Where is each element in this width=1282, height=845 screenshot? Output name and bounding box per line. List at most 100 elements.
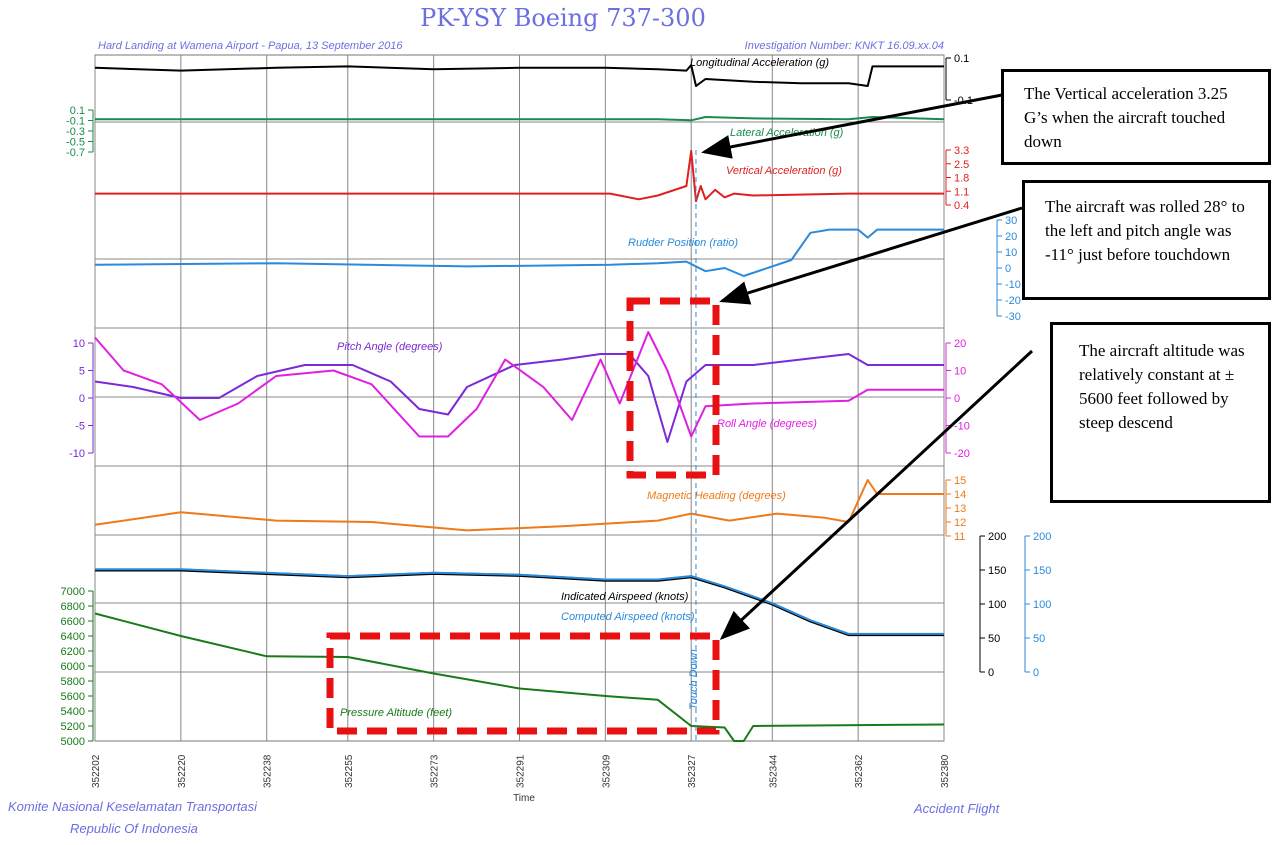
x-tick-label: 352273 xyxy=(430,754,441,788)
altitude-tick-label: 5000 xyxy=(61,736,85,748)
altitude-tick-label: 6800 xyxy=(61,601,85,613)
altitude-callout-arrow xyxy=(719,349,1034,641)
x-axis-ticks: 352202 352220 352238 352255 352273 352291 3523… xyxy=(91,754,951,788)
vertical-tick-label: 1.1 xyxy=(954,186,969,198)
altitude-tick-label: 5600 xyxy=(61,691,85,703)
altitude-series-label: Pressure Altitude (feet) xyxy=(340,707,452,719)
lateral-tick-label: -0.5 xyxy=(66,137,85,149)
rudder-tick-label: -30 xyxy=(1005,311,1021,323)
series-group xyxy=(94,64,945,742)
pitch-series-line xyxy=(94,353,944,443)
chart-subtitle-right: Investigation Number: KNKT 16.09.xx.04 xyxy=(745,40,944,52)
altitude-callout: The aircraft altitude was relatively con… xyxy=(1050,322,1271,503)
footer-org-line1: Komite Nasional Keselamatan Transportasi xyxy=(8,799,258,814)
altitude-series-line xyxy=(94,612,945,742)
rudder-series-label: Rudder Position (ratio) xyxy=(628,237,738,249)
roll-pitch-highlight-box xyxy=(626,297,720,479)
roll-tick-label: 10 xyxy=(954,366,966,378)
grid xyxy=(94,55,945,741)
lateral-series-line xyxy=(95,116,945,122)
x-tick-label: 352362 xyxy=(854,754,865,788)
vertical-tick-label: 1.8 xyxy=(954,173,969,185)
roll-tick-label: -20 xyxy=(954,448,970,460)
x-tick-label: 352380 xyxy=(940,754,951,788)
altitude-tick-label: 5800 xyxy=(61,676,85,688)
indicated_airspeed-tick-label: 50 xyxy=(988,633,1000,645)
x-axis-label: Time xyxy=(513,793,535,804)
pitch-tick-label: -10 xyxy=(69,448,85,460)
chart-title: PK-YSY Boeing 737-300 xyxy=(420,4,706,32)
heading-tick-label: 12 xyxy=(954,517,966,529)
axes: 0.1-0.10.1-0.1-0.3-0.5-0.73.32.51.81.10.… xyxy=(61,53,1052,748)
heading-series-line xyxy=(94,479,944,532)
altitude-tick-label: 5400 xyxy=(61,706,85,718)
roll-tick-label: 20 xyxy=(954,338,966,350)
chart-subtitle-left: Hard Landing at Wamena Airport - Papua, … xyxy=(98,40,403,52)
vertical-callout-arrow xyxy=(701,93,1003,159)
touchdown-label: Touch Down xyxy=(688,649,700,710)
pitch-tick-label: 10 xyxy=(73,338,85,350)
heading-tick-label: 11 xyxy=(954,531,965,543)
indicated_airspeed-tick-label: 0 xyxy=(988,667,994,679)
vertical-accel-callout: The Vertical acceleration 3.25 G’s when … xyxy=(1001,69,1271,165)
rudder-series-line xyxy=(94,228,944,277)
footer-flight-label: Accident Flight xyxy=(913,801,1001,816)
pitch-tick-label: 0 xyxy=(79,393,85,405)
roll-tick-label: -10 xyxy=(954,421,970,433)
computed_airspeed-tick-label: 200 xyxy=(1033,531,1051,543)
roll-pitch-callout-arrow xyxy=(719,206,1023,305)
pitch-tick-label: -5 xyxy=(75,421,85,433)
indicated_airspeed-tick-label: 200 xyxy=(988,531,1006,543)
rudder-tick-label: -10 xyxy=(1005,279,1021,291)
roll-series-label: Roll Angle (degrees) xyxy=(717,418,817,430)
roll-tick-label: 0 xyxy=(954,393,960,405)
altitude-tick-label: 6400 xyxy=(61,631,85,643)
x-tick-label: 352327 xyxy=(687,754,698,788)
indicated_airspeed-tick-label: 150 xyxy=(988,565,1006,577)
rudder-tick-label: 20 xyxy=(1005,231,1017,243)
vertical-tick-label: 3.3 xyxy=(954,145,969,157)
computed_airspeed-series-line xyxy=(95,568,944,635)
lateral-tick-label: 0.1 xyxy=(70,105,85,117)
rudder-tick-label: 0 xyxy=(1005,263,1011,275)
roll-pitch-callout: The aircraft was rolled 28° to the left … xyxy=(1022,180,1271,300)
heading-tick-label: 15 xyxy=(954,475,966,487)
vertical-tick-label: 0.4 xyxy=(954,200,969,212)
computed_airspeed-tick-label: 150 xyxy=(1033,565,1051,577)
x-tick-label: 352255 xyxy=(344,754,355,788)
rudder-tick-label: -20 xyxy=(1005,295,1021,307)
footer-org-line2: Republic Of Indonesia xyxy=(70,821,198,836)
vertical-series-line xyxy=(95,149,944,203)
rudder-tick-label: 10 xyxy=(1005,247,1017,259)
altitude-tick-label: 6600 xyxy=(61,616,85,628)
longitudinal-series-line xyxy=(94,64,944,87)
indicated_airspeed-series-label: Indicated Airspeed (knots) xyxy=(561,591,689,603)
x-tick-label: 352291 xyxy=(516,754,527,788)
computed_airspeed-tick-label: 50 xyxy=(1033,633,1045,645)
computed_airspeed-series-label: Computed Airspeed (knots) xyxy=(561,611,695,623)
vertical-tick-label: 2.5 xyxy=(954,159,969,171)
altitude-tick-label: 5200 xyxy=(61,721,85,733)
pitch-tick-label: 5 xyxy=(79,366,85,378)
altitude-tick-label: 6000 xyxy=(61,661,85,673)
lateral-tick-label: -0.7 xyxy=(66,147,85,159)
lateral-tick-label: -0.1 xyxy=(66,116,85,128)
indicated_airspeed-tick-label: 100 xyxy=(988,599,1006,611)
computed_airspeed-tick-label: 100 xyxy=(1033,599,1051,611)
rudder-tick-label: 30 xyxy=(1005,215,1017,227)
altitude-tick-label: 7000 xyxy=(61,586,85,598)
computed_airspeed-tick-label: 0 xyxy=(1033,667,1039,679)
heading-tick-label: 13 xyxy=(954,503,966,515)
heading-tick-label: 14 xyxy=(954,489,966,501)
longitudinal-series-label: Longitudinal Acceleration (g) xyxy=(690,57,829,69)
x-tick-label: 352309 xyxy=(601,754,612,788)
lateral-tick-label: -0.3 xyxy=(66,126,85,138)
altitude-highlight-box xyxy=(326,632,720,735)
x-tick-label: 352238 xyxy=(263,754,274,788)
x-tick-label: 352202 xyxy=(91,754,102,788)
x-tick-label: 352344 xyxy=(768,754,779,788)
vertical-series-label: Vertical Acceleration (g) xyxy=(726,165,842,177)
x-tick-label: 352220 xyxy=(177,754,188,788)
longitudinal-tick-label: 0.1 xyxy=(954,53,969,65)
